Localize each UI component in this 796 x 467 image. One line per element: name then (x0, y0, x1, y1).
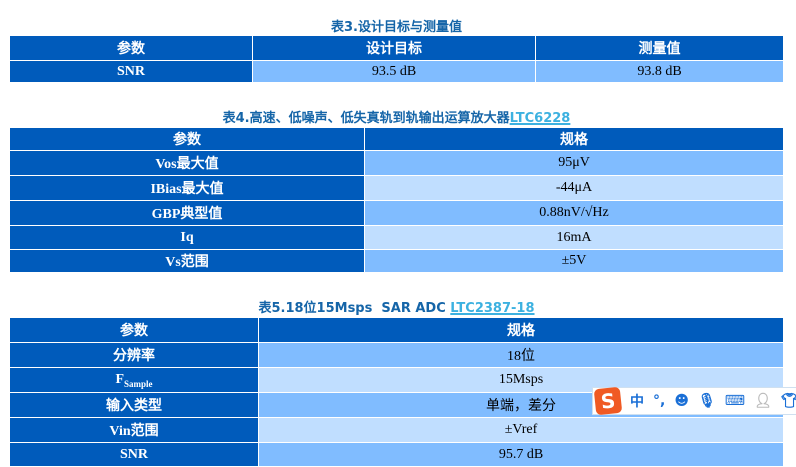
table-row: Vs范围 ±5V (9, 249, 784, 273)
cell: ±5V (364, 249, 784, 273)
ltc2387-link[interactable]: LTC2387-18 (450, 301, 535, 316)
cell: Vin范围 (9, 417, 259, 443)
skin-shirt-icon[interactable]: 👕︎ (780, 393, 796, 409)
cell: GBP典型值 (9, 200, 365, 226)
cell: FSample (9, 367, 259, 393)
cell: 分辨率 (9, 342, 259, 368)
header-param: 参数 (9, 127, 365, 151)
table-row: IBias最大值 -44μA (9, 175, 784, 201)
user-card-icon[interactable]: 👤︎ (753, 393, 772, 409)
cell: SNR (9, 442, 259, 467)
cell: ±Vref (258, 417, 784, 443)
cell: 16mA (364, 225, 784, 250)
header-target: 设计目标 (252, 35, 536, 61)
table-row: Vin范围 ±Vref (9, 417, 784, 443)
table-row: Iq 16mA (9, 225, 784, 250)
header-measured: 测量值 (535, 35, 784, 61)
cell: Vos最大值 (9, 150, 365, 176)
table3: 参数 设计目标 测量值 SNR 93.5 dB 93.8 dB (9, 35, 784, 83)
sogou-logo-icon[interactable]: S (593, 386, 623, 416)
ime-toolbar: S 中 °, ☻ 🎙︎ ⌨ 👤︎ 👕︎ (592, 386, 796, 416)
punctuation-button[interactable]: °, (653, 393, 666, 409)
table5-title: 表5.18位15Msps SAR ADC LTC2387-18 (9, 297, 784, 316)
title-text: 表5.18位15Msps SAR ADC (258, 301, 451, 316)
header-spec: 规格 (258, 317, 784, 343)
cell: 95.7 dB (258, 442, 784, 467)
ime-mode-button[interactable]: 中 (630, 394, 644, 410)
keyboard-icon[interactable]: ⌨ (724, 393, 745, 409)
cell: 95μV (364, 150, 784, 176)
cell: SNR (9, 60, 253, 83)
microphone-icon[interactable]: 🎙︎ (697, 393, 716, 409)
table4-title: 表4.高速、低噪声、低失真轨到轨输出运算放大器LTC6228 (9, 107, 784, 126)
cell: 18位 (258, 342, 784, 368)
cell: 0.88nV/√Hz (364, 200, 784, 226)
cell: Iq (9, 225, 365, 250)
cell: 93.5 dB (252, 60, 536, 83)
emoji-icon[interactable]: ☻ (674, 393, 689, 409)
sample-subscript: Sample (124, 378, 153, 389)
table-row: SNR 93.5 dB 93.8 dB (9, 60, 784, 83)
table4: 参数 规格 Vos最大值 95μV IBias最大值 -44μA GBP典型值 0.88… (9, 127, 784, 273)
table-row: GBP典型值 0.88nV/√Hz (9, 200, 784, 226)
table-row: 分辨率 18位 (9, 342, 784, 368)
cell: -44μA (364, 175, 784, 201)
table-row: SNR 95.7 dB (9, 442, 784, 467)
cell: Vs范围 (9, 249, 365, 273)
cell: 93.8 dB (535, 60, 784, 83)
header-param: 参数 (9, 35, 253, 61)
ltc6228-link[interactable]: LTC6228 (509, 111, 571, 126)
title-text: 表4.高速、低噪声、低失真轨到轨输出运算放大器 (222, 111, 510, 126)
table3-title: 表3.设计目标与测量值 (331, 20, 462, 35)
table-row: Vos最大值 95μV (9, 150, 784, 176)
header-spec: 规格 (364, 127, 784, 151)
cell: IBias最大值 (9, 175, 365, 201)
f-label: F (115, 371, 125, 387)
cell: 输入类型 (9, 392, 259, 418)
header-param: 参数 (9, 317, 259, 343)
